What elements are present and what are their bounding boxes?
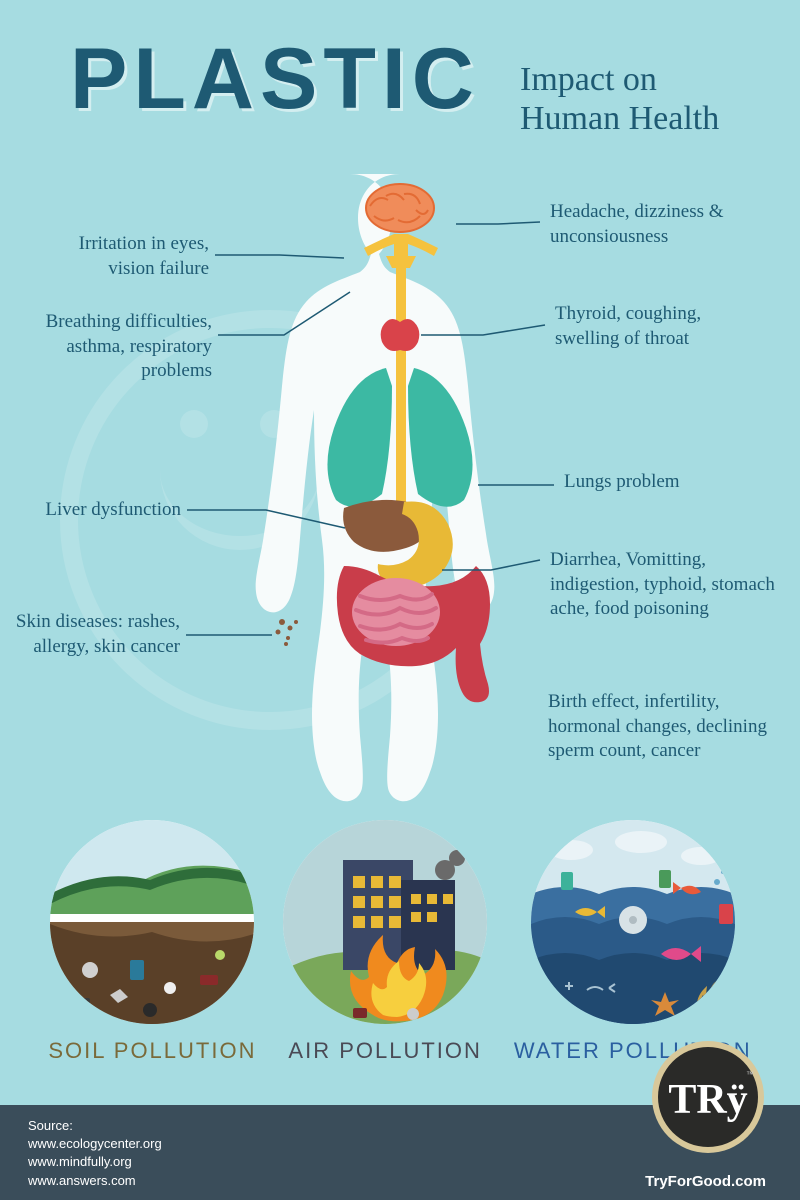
- air-pollution-label: AIR POLLUTION: [288, 1038, 481, 1064]
- pollution-row: SOIL POLLUTION: [0, 820, 800, 1064]
- water-pollution-icon: [531, 820, 735, 1024]
- subtitle: Impact on Human Health: [520, 60, 719, 138]
- health-label: Liver dysfunction: [0, 498, 181, 523]
- skin-spots: [276, 619, 299, 646]
- air-pollution-icon: [283, 820, 487, 1024]
- health-label: Birth effect, infertility, hormonal chan…: [548, 690, 778, 764]
- air-pollution: AIR POLLUTION: [283, 820, 487, 1064]
- site-url: TryForGood.com: [645, 1173, 766, 1190]
- brain-icon: [366, 184, 434, 232]
- title-main: PLASTIC: [70, 30, 480, 129]
- title-area: PLASTIC Impact on Human Health: [70, 30, 770, 129]
- health-label: Irritation in eyes, vision failure: [29, 232, 209, 281]
- health-label: Headache, dizziness & unconsiousness: [550, 200, 780, 249]
- health-label: Skin diseases: rashes, allergy, skin can…: [0, 610, 180, 659]
- subtitle-line1: Impact on: [520, 61, 657, 98]
- health-label: Lungs problem: [564, 470, 764, 495]
- logo: TRÿ ™: [648, 1037, 768, 1160]
- soil-pollution-label: SOIL POLLUTION: [48, 1038, 256, 1064]
- health-label: Diarrhea, Vomitting, indigestion, typhoi…: [550, 548, 780, 622]
- soil-pollution-icon: [50, 820, 254, 1024]
- infographic-canvas: PLASTIC Impact on Human Health: [0, 0, 800, 1105]
- footer: Source: www.ecologycenter.org www.mindfu…: [0, 1105, 800, 1200]
- soil-pollution: SOIL POLLUTION: [48, 820, 256, 1064]
- subtitle-line2: Human Health: [520, 100, 719, 137]
- thyroid-icon: [381, 319, 420, 351]
- logo-text: TRÿ: [668, 1077, 747, 1123]
- svg-text:™: ™: [746, 1070, 754, 1079]
- water-pollution: WATER POLLUTION: [514, 820, 752, 1064]
- health-label: Breathing difficulties, asthma, respirat…: [2, 310, 212, 384]
- small-intestine-icon: [352, 578, 440, 646]
- health-label: Thyroid, coughing, swelling of throat: [555, 302, 765, 351]
- body-diagram: [248, 172, 553, 804]
